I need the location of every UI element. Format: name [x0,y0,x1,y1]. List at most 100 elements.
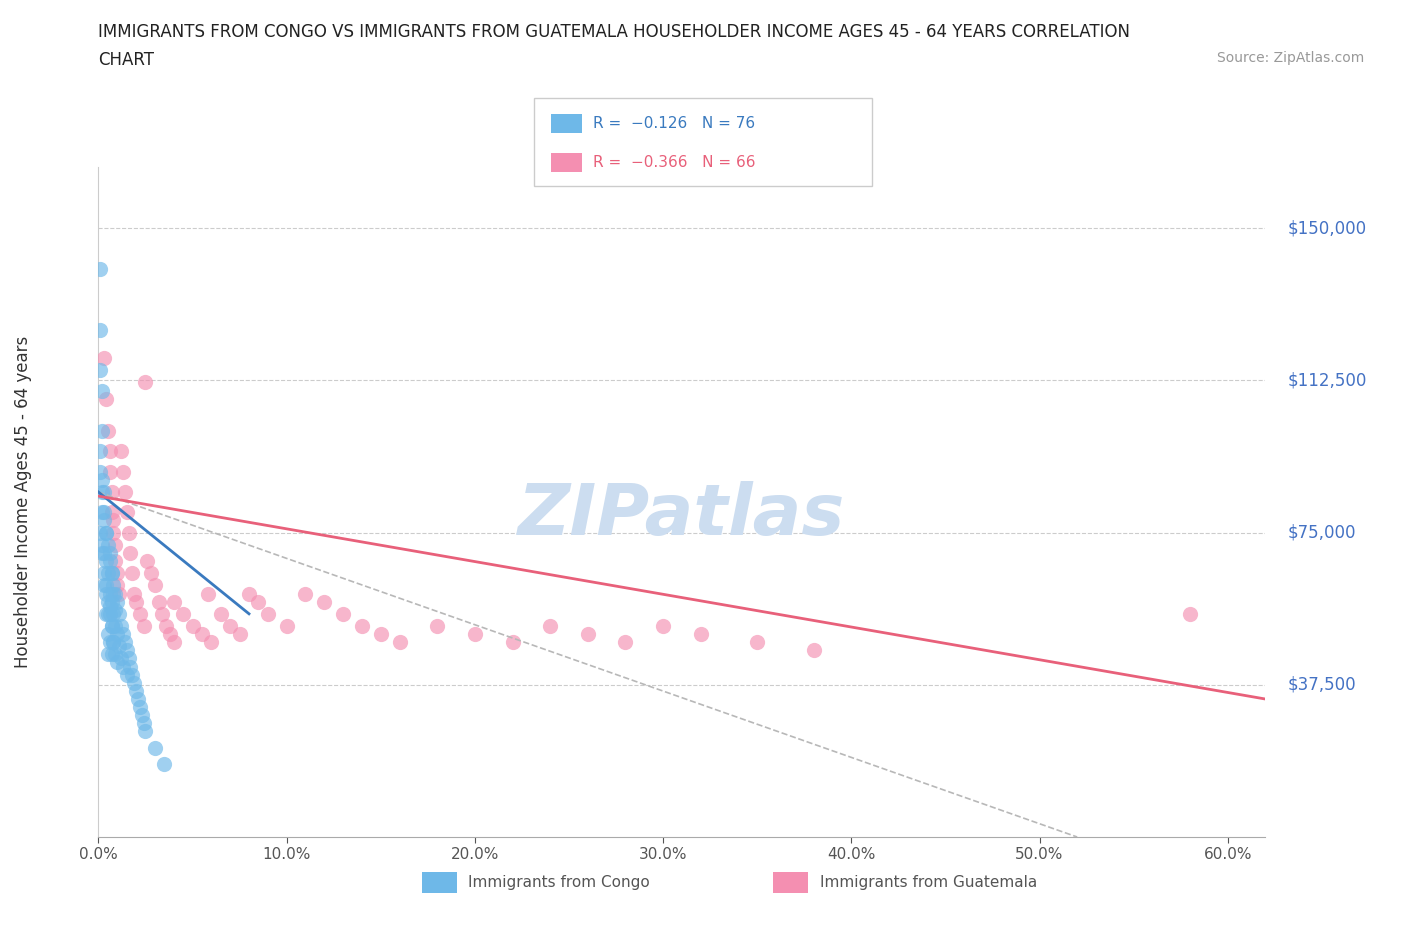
Point [652,618,675,633]
Point [114,635,136,650]
Point [89,323,111,338]
Point [91,538,114,552]
Point [132,716,155,731]
Point [94,392,117,406]
Point [159,627,181,642]
Point [131,708,153,723]
Point [103,635,125,650]
Text: R =  −0.366   N = 66: R = −0.366 N = 66 [593,155,756,170]
Point [219,618,242,633]
Point [98,553,121,568]
Text: ZIPatlas: ZIPatlas [519,481,845,550]
Point [121,667,143,682]
Point [172,606,194,621]
Point [98,586,121,601]
Point [93,351,115,365]
Point [803,643,825,658]
Point [91,472,114,487]
Point [332,606,354,621]
Point [103,635,125,650]
Point [117,525,139,540]
Point [94,606,117,621]
Point [276,618,298,633]
Point [1178,606,1201,621]
Point [98,598,121,613]
Text: R =  −0.126   N = 76: R = −0.126 N = 76 [593,116,755,131]
Point [93,565,115,580]
Point [256,606,278,621]
Point [108,586,131,601]
Point [110,444,132,458]
Point [689,627,711,642]
Point [128,699,150,714]
Point [104,647,127,662]
Point [110,651,132,666]
Point [104,618,127,633]
Point [247,594,270,609]
Point [104,603,127,618]
Point [93,546,115,561]
Point [388,635,411,650]
Point [191,627,214,642]
Point [143,578,166,592]
Point [91,485,114,499]
Point [91,383,114,398]
Point [614,635,637,650]
Point [120,546,142,561]
Point [97,565,120,580]
Point [426,618,449,633]
Point [294,586,316,601]
Point [163,635,186,650]
Point [100,565,122,580]
Point [125,594,148,609]
Point [163,594,186,609]
Point [97,594,120,609]
Point [104,553,127,568]
Point [105,627,128,642]
Point [181,618,204,633]
Point [98,444,121,458]
Point [94,525,117,540]
Point [148,594,170,609]
Point [114,485,136,499]
Point [108,639,131,654]
Point [127,692,149,707]
Text: Householder Income Ages 45 - 64 years: Householder Income Ages 45 - 64 years [14,336,31,669]
Point [209,606,232,621]
Point [103,606,125,621]
Point [120,659,142,674]
Point [104,538,127,552]
Point [94,578,117,592]
Text: CHART: CHART [98,51,155,69]
Point [98,464,121,479]
Text: $112,500: $112,500 [1288,371,1368,390]
Point [134,375,156,390]
Point [100,505,122,520]
Point [200,635,222,650]
Point [111,627,134,642]
Point [100,594,122,609]
Point [105,594,128,609]
Point [103,578,125,592]
Point [93,513,115,528]
Point [94,586,117,601]
Point [97,627,120,642]
Point [117,651,139,666]
Point [105,578,128,592]
Text: $150,000: $150,000 [1288,219,1367,237]
Point [370,627,392,642]
Point [139,565,162,580]
Point [143,740,166,755]
Point [122,675,145,690]
Point [97,647,120,662]
Point [91,505,114,520]
Point [136,553,159,568]
Point [128,606,150,621]
Point [89,363,111,378]
Point [98,635,121,650]
Point [197,586,219,601]
Point [747,635,769,650]
Point [115,505,138,520]
Point [89,261,111,276]
Point [100,618,122,633]
